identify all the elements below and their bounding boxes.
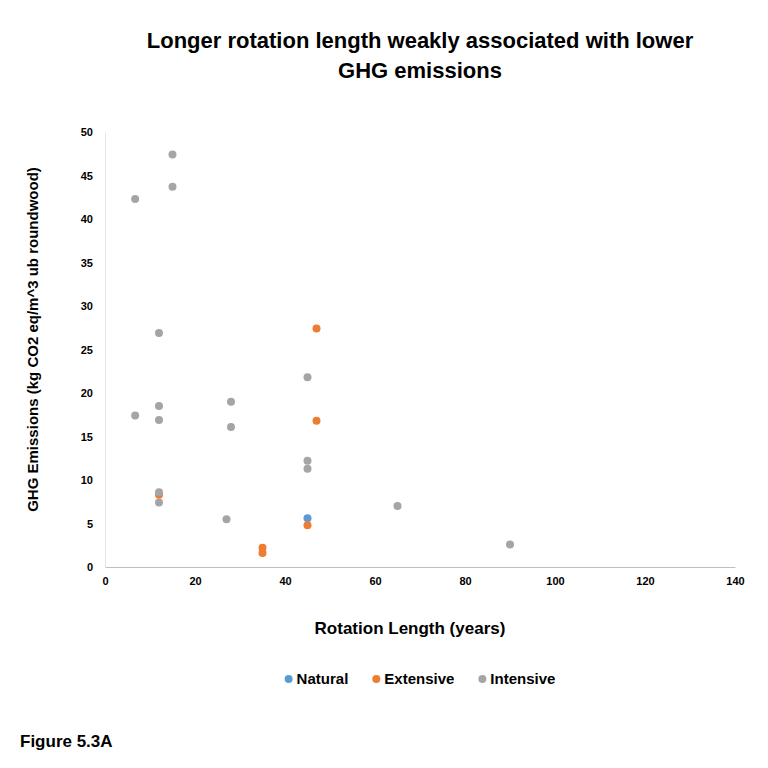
legend-marker bbox=[285, 675, 293, 683]
y-tick-label: 30 bbox=[81, 300, 93, 312]
point bbox=[313, 417, 321, 425]
series bbox=[304, 514, 312, 522]
x-tick: 0 bbox=[102, 567, 108, 587]
title: Longer rotation length weakly associated… bbox=[147, 28, 694, 83]
legend-item: Extensive bbox=[372, 670, 454, 687]
legend-marker bbox=[372, 675, 380, 683]
point bbox=[223, 515, 231, 523]
y-tick-label: 35 bbox=[81, 257, 93, 269]
x-tick: 100 bbox=[546, 567, 564, 587]
point bbox=[155, 499, 163, 507]
x-tick-label: 60 bbox=[369, 575, 381, 587]
x-tick: 60 bbox=[369, 567, 381, 587]
y-tick-label: 5 bbox=[87, 518, 93, 530]
point bbox=[131, 195, 139, 203]
y-tick-label: 50 bbox=[81, 126, 93, 138]
y-tick-label: 40 bbox=[81, 213, 93, 225]
x-tick-label: 80 bbox=[459, 575, 471, 587]
y-axis-line bbox=[105, 133, 106, 568]
x-tick: 40 bbox=[279, 567, 291, 587]
x-tick-label: 120 bbox=[636, 575, 654, 587]
point bbox=[259, 549, 267, 557]
x-tick-label: 100 bbox=[546, 575, 564, 587]
plot-area bbox=[131, 151, 514, 557]
x-tick: 80 bbox=[459, 567, 471, 587]
point bbox=[304, 514, 312, 522]
y-tick: 50 bbox=[81, 126, 105, 138]
y-tick-label: 20 bbox=[81, 387, 93, 399]
point bbox=[155, 416, 163, 424]
y-axis-title: GHG Emissions (kg CO2 eq/m^3 ub roundwoo… bbox=[24, 167, 41, 512]
y-tick-label: 0 bbox=[87, 561, 93, 573]
y-tick-label: 25 bbox=[81, 344, 93, 356]
legend-marker bbox=[478, 675, 486, 683]
point bbox=[313, 325, 321, 333]
legend-label: Natural bbox=[297, 670, 349, 687]
y-tick-label: 10 bbox=[81, 474, 93, 486]
point bbox=[304, 465, 312, 473]
point bbox=[227, 423, 235, 431]
x-tick-label: 0 bbox=[102, 575, 108, 587]
series bbox=[155, 325, 321, 557]
series bbox=[131, 151, 514, 549]
y-tick: 15 bbox=[81, 431, 105, 443]
x-axis: 0 20 40 60 80 100 120 140 bbox=[102, 567, 744, 587]
y-tick: 35 bbox=[81, 257, 105, 269]
x-axis-title: Rotation Length (years) bbox=[315, 619, 506, 638]
point bbox=[227, 398, 235, 406]
point bbox=[131, 412, 139, 420]
point bbox=[304, 521, 312, 529]
y-tick: 45 bbox=[81, 170, 105, 182]
chart: Longer rotation length weakly associated… bbox=[0, 0, 768, 768]
y-tick: 10 bbox=[81, 474, 105, 486]
point bbox=[169, 151, 177, 159]
x-axis-line bbox=[106, 567, 736, 568]
point bbox=[506, 540, 514, 548]
y-tick: 20 bbox=[81, 387, 105, 399]
point bbox=[155, 488, 163, 496]
legend-item: Natural bbox=[285, 670, 349, 687]
y-axis: 0 5 10 15 20 25 30 35 40 45 50 bbox=[81, 126, 106, 573]
point bbox=[155, 402, 163, 410]
y-tick-label: 45 bbox=[81, 170, 93, 182]
y-tick: 0 bbox=[87, 561, 105, 573]
point bbox=[155, 329, 163, 337]
legend-item: Intensive bbox=[478, 670, 555, 687]
y-tick: 30 bbox=[81, 300, 105, 312]
x-tick-label: 40 bbox=[279, 575, 291, 587]
x-tick: 20 bbox=[189, 567, 201, 587]
legend-label: Extensive bbox=[384, 670, 454, 687]
annotation: Figure 5.3A bbox=[20, 732, 113, 751]
y-tick: 5 bbox=[87, 518, 105, 530]
point bbox=[304, 457, 312, 465]
x-tick-label: 140 bbox=[726, 575, 744, 587]
point bbox=[394, 502, 402, 510]
x-tick: 120 bbox=[636, 567, 654, 587]
y-tick-label: 15 bbox=[81, 431, 93, 443]
y-tick: 25 bbox=[81, 344, 105, 356]
x-tick-label: 20 bbox=[189, 575, 201, 587]
point bbox=[304, 373, 312, 381]
point bbox=[169, 183, 177, 191]
y-tick: 40 bbox=[81, 213, 105, 225]
legend: Natural Extensive Intensive bbox=[285, 670, 556, 687]
legend-label: Intensive bbox=[490, 670, 555, 687]
x-tick: 140 bbox=[726, 567, 744, 587]
